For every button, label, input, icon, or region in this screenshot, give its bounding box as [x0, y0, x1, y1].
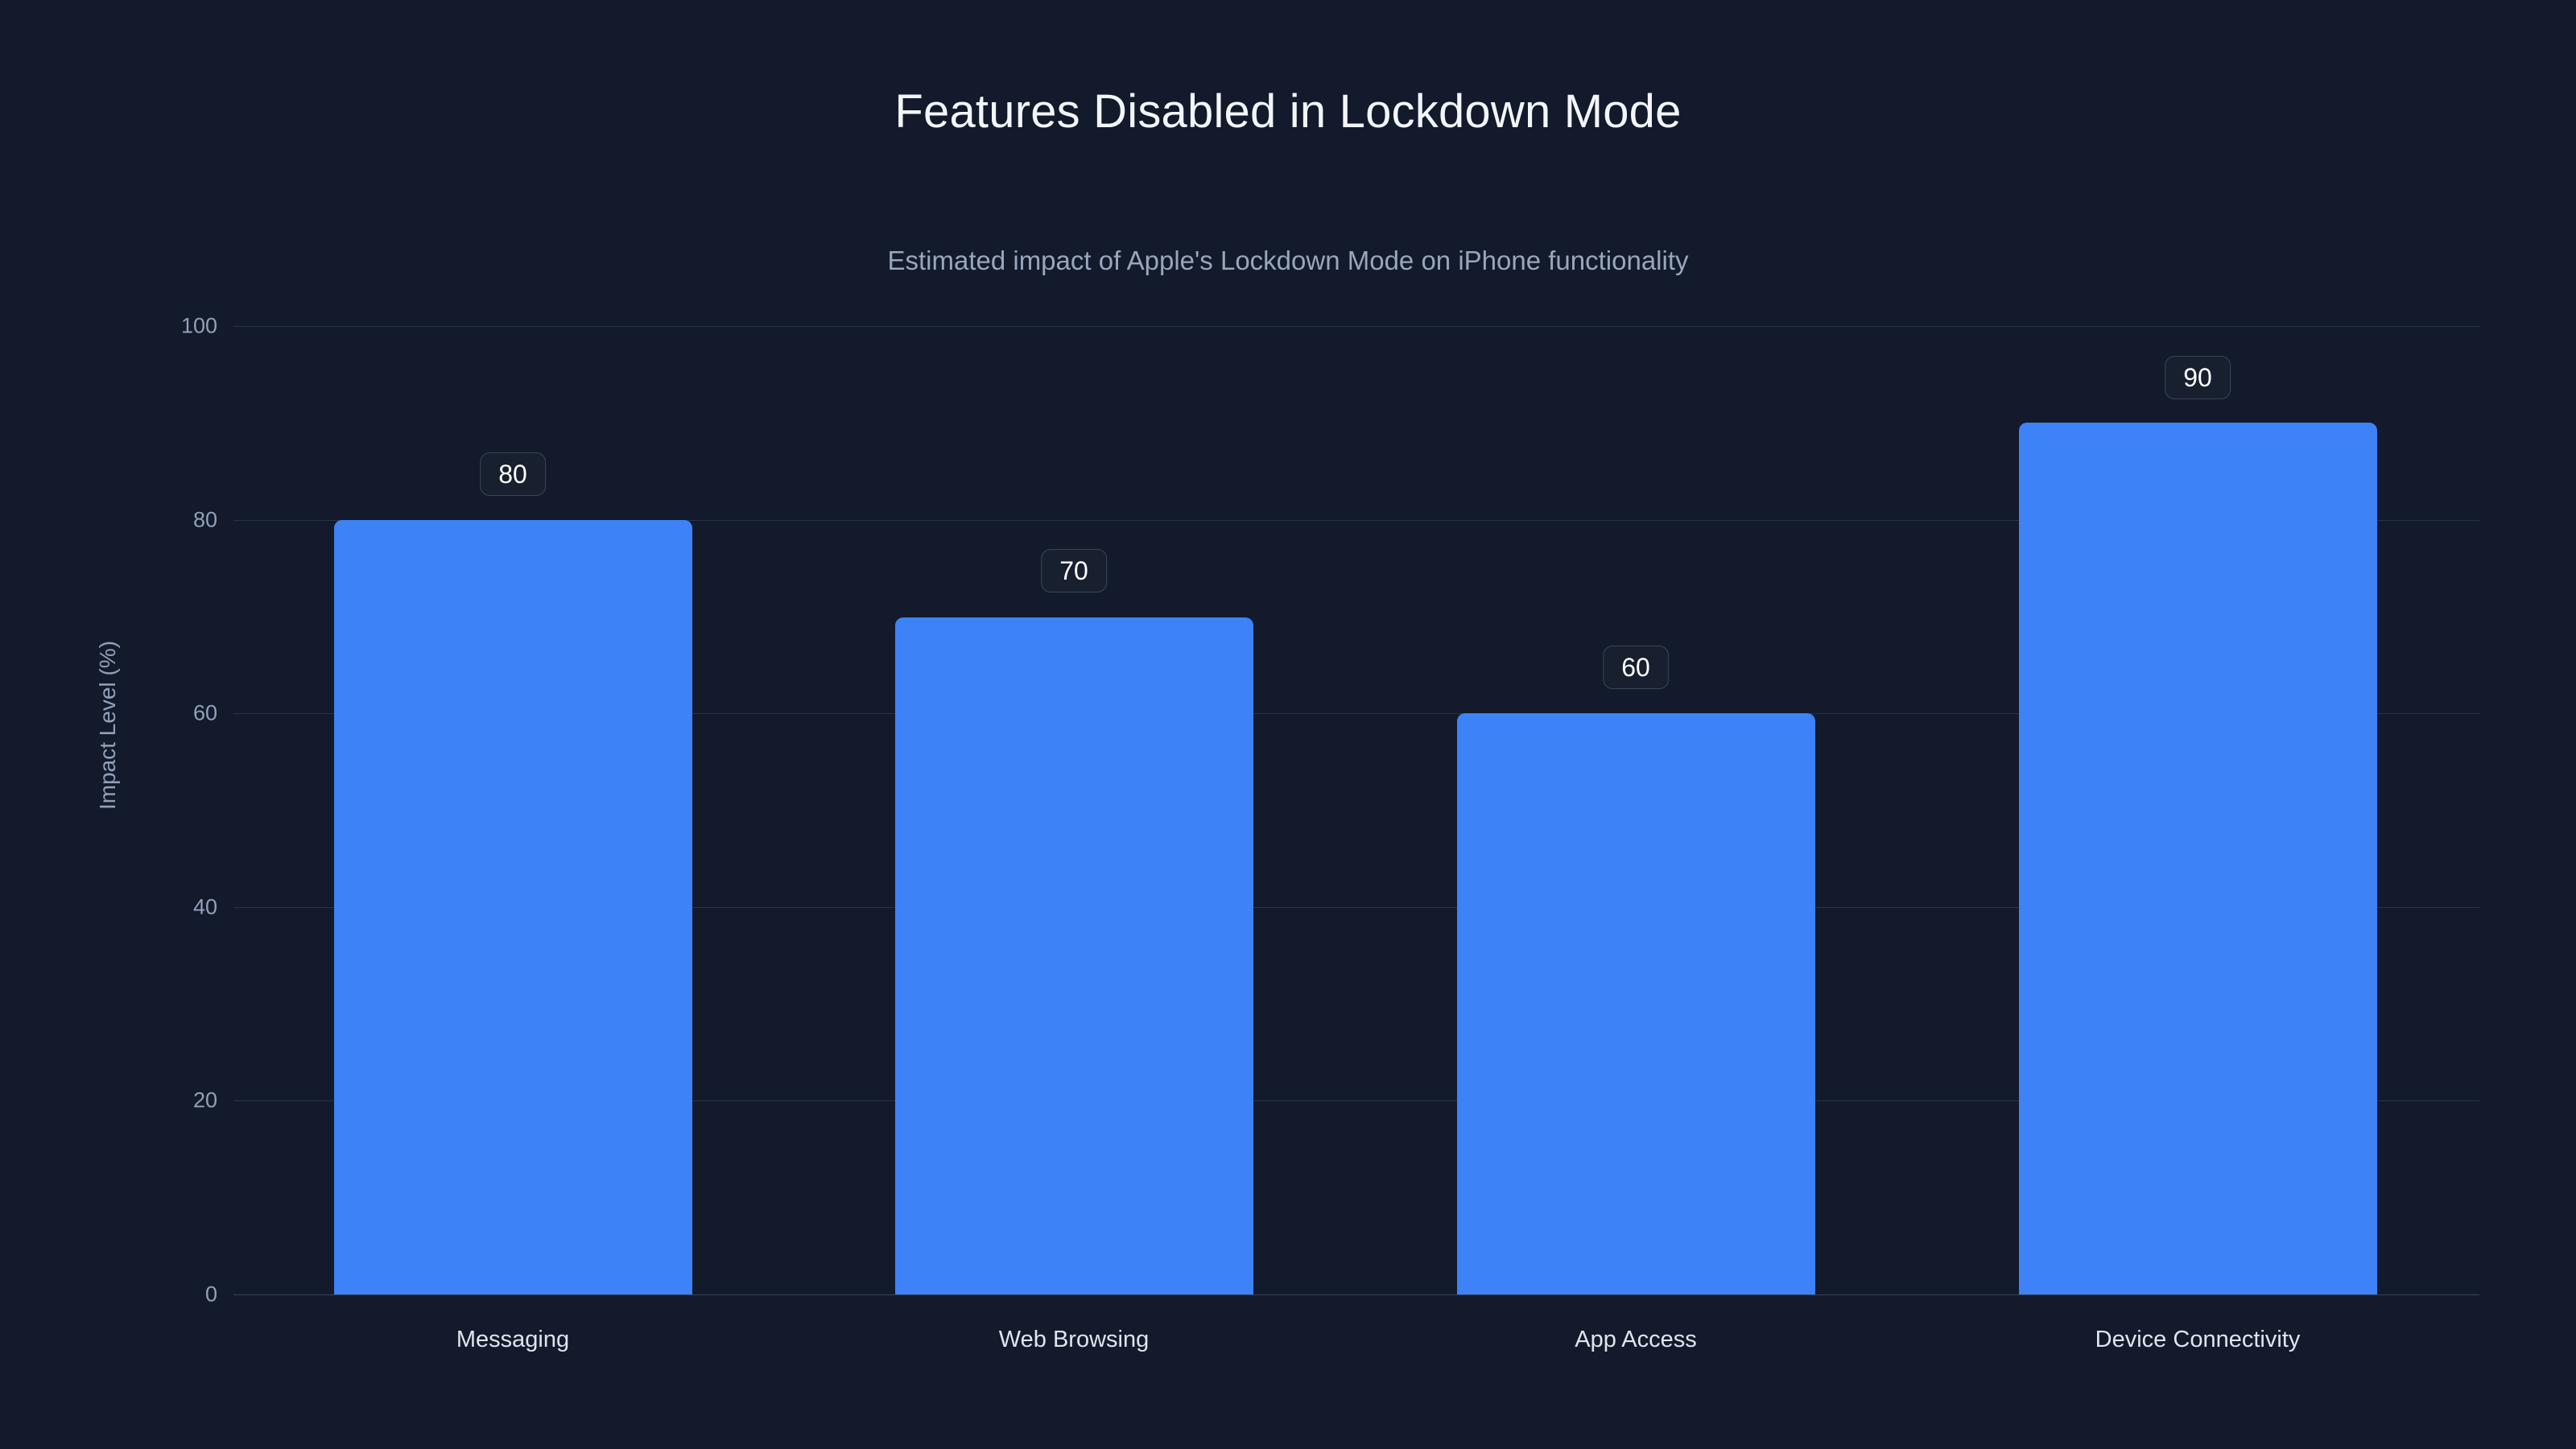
bar-app-access[interactable]: [1457, 713, 1815, 1294]
y-tick-label: 0: [204, 1282, 217, 1307]
x-axis-label-web-browsing: Web Browsing: [998, 1327, 1150, 1352]
value-badge-messaging: 80: [480, 452, 546, 496]
bar-web-browsing[interactable]: [895, 617, 1253, 1294]
y-tick-label: 100: [180, 313, 217, 338]
y-tick-label: 80: [192, 507, 217, 532]
x-axis-label-device-connectivity: Device Connectivity: [2095, 1327, 2301, 1352]
y-tick-label: 20: [192, 1088, 217, 1113]
value-badge-device-connectivity: 90: [2165, 356, 2231, 399]
gridline-20: [233, 1100, 2479, 1102]
x-axis-label-messaging: Messaging: [456, 1327, 570, 1352]
x-axis-label-app-access: App Access: [1575, 1327, 1697, 1352]
chart-title: Features Disabled in Lockdown Mode: [894, 85, 1682, 138]
chart-subtitle: Estimated impact of Apple's Lockdown Mod…: [887, 246, 1689, 275]
bar-device-connectivity[interactable]: [2019, 423, 2377, 1294]
y-tick-label: 60: [192, 700, 217, 725]
value-badge-web-browsing: 70: [1041, 549, 1107, 592]
plot-area: 100 80 60 40 20 0: [181, 314, 2479, 1307]
bar-messaging[interactable]: [334, 519, 692, 1294]
value-badge-app-access: 60: [1603, 646, 1669, 689]
gridline-80: [233, 519, 2479, 521]
gridline-0: [233, 1294, 2479, 1295]
gridline-40: [233, 906, 2479, 908]
y-tick-label: 40: [192, 894, 217, 919]
gridline-60: [233, 713, 2479, 715]
gridline-100: [233, 326, 2479, 327]
y-axis-title: Impact Level (%): [95, 640, 120, 810]
